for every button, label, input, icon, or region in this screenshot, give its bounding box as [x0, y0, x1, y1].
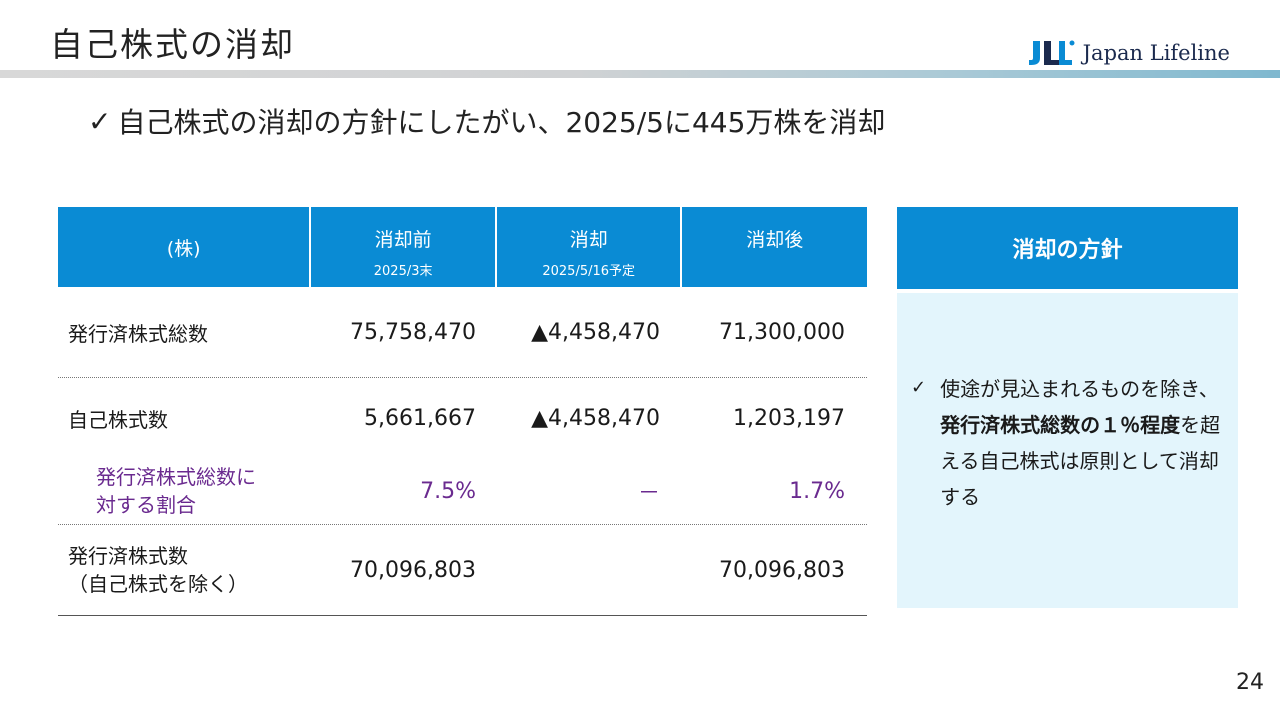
value-before: 70,096,803 — [350, 557, 476, 583]
table-row: 発行済株式総数に 対する割合 7.5% － 1.7% — [58, 458, 867, 525]
header-retired-date: 2025/5/16予定 — [542, 264, 636, 279]
value-after: 1,203,197 — [733, 405, 845, 431]
value-after: 1.7% — [789, 478, 845, 504]
header-unit-label: (株) — [166, 237, 201, 260]
row-label: 発行済株式総数 — [68, 321, 208, 346]
header-retired-label: 消却 — [569, 229, 608, 251]
value-retired: ▲4,458,470 — [531, 319, 660, 345]
row-label-line2: 対する割合 — [96, 493, 196, 517]
row-label: 発行済株式数 （自己株式を除く） — [58, 542, 310, 598]
header-retired: 消却 2025/5/16予定 — [496, 207, 681, 287]
policy-text-part1: 使途が見込まれるものを除き、 — [940, 377, 1219, 401]
header-after: 消却後 — [682, 207, 868, 287]
policy-title: 消却の方針 — [897, 207, 1238, 289]
policy-box: 消却の方針 ✓ 使途が見込まれるものを除き、発行済株式総数の１％程度を超える自己… — [897, 207, 1238, 608]
jll-logo-mark-icon — [1028, 40, 1075, 65]
header-divider — [0, 70, 1280, 78]
share-table: (株) 消却前 2025/3末 消却 2025/5/16予定 消却後 発行済株式… — [58, 207, 868, 616]
policy-text-part2: を超える自己株式は原則として消却する — [940, 413, 1221, 509]
policy-body: ✓ 使途が見込まれるものを除き、発行済株式総数の１％程度を超える自己株式は原則と… — [897, 293, 1238, 608]
header-before-date: 2025/3末 — [373, 264, 433, 279]
value-after: 70,096,803 — [719, 557, 845, 583]
logo: Japan Lifeline — [1028, 38, 1230, 68]
page-title: 自己株式の消却 — [50, 25, 295, 64]
value-retired: － — [637, 481, 660, 506]
row-label-line1: 発行済株式数 — [68, 544, 188, 568]
value-before: 75,758,470 — [350, 319, 476, 345]
policy-text-bold: 発行済株式総数の１％程度 — [940, 413, 1181, 437]
header-unit: (株) — [58, 207, 310, 287]
value-retired: ▲4,458,470 — [531, 405, 660, 431]
page-number: 24 — [1236, 670, 1264, 695]
logo-text: Japan Lifeline — [1082, 41, 1230, 65]
value-after: 71,300,000 — [719, 319, 845, 345]
header-before-label: 消却前 — [374, 229, 432, 251]
row-label: 自己株式数 — [68, 407, 168, 432]
headline-text: 自己株式の消却の方針にしたがい、2025/5に445万株を消却 — [117, 106, 886, 139]
header-before: 消却前 2025/3末 — [311, 207, 495, 287]
table-row: 発行済株式総数 75,758,470 ▲4,458,470 71,300,000 — [58, 287, 867, 378]
value-before: 5,661,667 — [364, 405, 476, 431]
policy-text: 使途が見込まれるものを除き、発行済株式総数の１％程度を超える自己株式は原則として… — [940, 371, 1224, 608]
value-before: 7.5% — [420, 478, 476, 504]
check-icon: ✓ — [911, 377, 927, 398]
row-label-line1: 発行済株式総数に — [96, 465, 256, 489]
table-header: (株) 消却前 2025/3末 消却 2025/5/16予定 消却後 — [58, 207, 868, 287]
table-row: 自己株式数 5,661,667 ▲4,458,470 1,203,197 — [58, 378, 867, 458]
row-label: 発行済株式総数に 対する割合 — [58, 463, 310, 519]
headline: ✓ 自己株式の消却の方針にしたがい、2025/5に445万株を消却 — [88, 101, 885, 141]
table-row: 発行済株式数 （自己株式を除く） 70,096,803 70,096,803 — [58, 525, 867, 616]
header-after-label: 消却後 — [746, 229, 804, 251]
check-icon: ✓ — [88, 104, 112, 138]
row-label-line2: （自己株式を除く） — [68, 572, 248, 596]
